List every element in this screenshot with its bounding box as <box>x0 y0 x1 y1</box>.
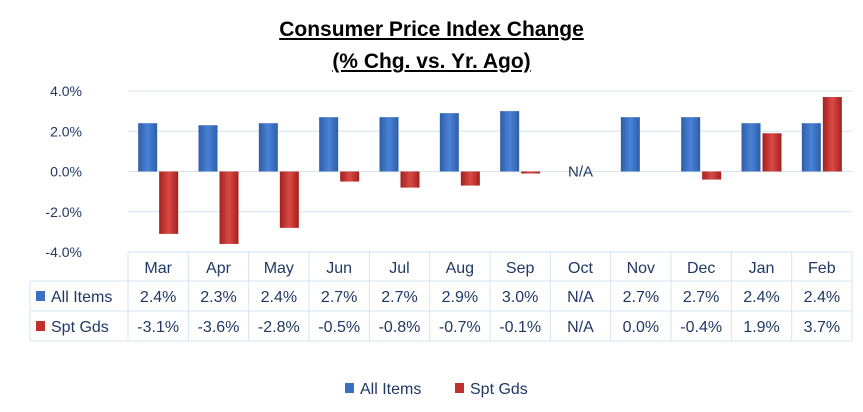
table-cell: -0.7% <box>439 319 481 336</box>
table-cell: 2.7% <box>321 289 357 306</box>
table-cell: 2.3% <box>200 289 236 306</box>
y-tick-label: -4.0% <box>45 244 82 260</box>
chart-subtitle: (% Chg. vs. Yr. Ago) <box>332 50 531 73</box>
legend-label: Spt Gds <box>470 381 528 398</box>
bar-all-items <box>681 117 701 172</box>
table-legend-key <box>36 321 45 331</box>
bar-spt-gds <box>219 171 239 244</box>
bar-all-items <box>439 113 459 172</box>
x-tick-label: Dec <box>687 260 715 277</box>
bar-spt-gds <box>762 133 782 172</box>
x-tick-label: Sep <box>506 260 535 277</box>
y-tick-label: 0.0% <box>50 164 82 180</box>
bar-all-items <box>801 123 821 172</box>
legend-label: All Items <box>360 381 421 398</box>
table-cell: 2.7% <box>381 289 417 306</box>
bar-spt-gds <box>340 171 360 182</box>
bar-spt-gds <box>702 171 722 180</box>
table-cell: -0.8% <box>379 319 421 336</box>
table-series-label: All Items <box>51 289 112 306</box>
bar-all-items <box>741 123 761 172</box>
x-tick-label: Apr <box>206 260 232 277</box>
bar-spt-gds <box>460 171 480 186</box>
table-cell: 2.4% <box>140 289 176 306</box>
y-tick-label: 2.0% <box>50 123 82 139</box>
table-cell: 2.9% <box>442 289 478 306</box>
bar-spt-gds <box>822 97 842 172</box>
table-cell: N/A <box>567 319 594 336</box>
chart-title: Consumer Price Index Change <box>279 18 584 41</box>
bar-all-items <box>138 123 158 172</box>
table-cell: 2.4% <box>261 289 297 306</box>
table-cell: 2.4% <box>804 289 840 306</box>
table-cell: 3.7% <box>804 319 840 336</box>
bar-spt-gds <box>400 171 420 188</box>
x-tick-label: Mar <box>144 260 172 277</box>
table-legend-key <box>36 291 45 301</box>
table-cell: -3.6% <box>198 319 240 336</box>
bar-spt-gds <box>159 171 179 234</box>
table-cell: -3.1% <box>137 319 179 336</box>
table-cell: 2.7% <box>683 289 719 306</box>
table-cell: 3.0% <box>502 289 538 306</box>
x-tick-label: May <box>264 260 294 277</box>
table-series-label: Spt Gds <box>51 319 109 336</box>
table-cell: 2.7% <box>623 289 659 306</box>
bar-all-items <box>500 111 520 172</box>
table-cell: N/A <box>567 289 594 306</box>
x-tick-label: Aug <box>446 260 474 277</box>
x-tick-label: Jul <box>389 260 409 277</box>
x-tick-label: Jan <box>749 260 775 277</box>
bar-all-items <box>620 117 640 172</box>
x-tick-label: Nov <box>627 260 655 277</box>
table-cell: 2.4% <box>743 289 779 306</box>
bar-all-items <box>258 123 278 172</box>
legend-key <box>455 383 464 393</box>
bar-all-items <box>198 125 218 172</box>
bar-spt-gds <box>279 171 299 228</box>
bar-spt-gds <box>521 171 541 174</box>
y-tick-label: 4.0% <box>50 83 82 99</box>
table-cell: -0.4% <box>680 319 722 336</box>
x-tick-label: Jun <box>326 260 352 277</box>
bar-all-items <box>379 117 399 172</box>
table-cell: -0.5% <box>318 319 360 336</box>
x-tick-label: Oct <box>568 260 593 277</box>
x-tick-label: Feb <box>808 260 836 277</box>
na-annotation: N/A <box>568 164 593 181</box>
legend-key <box>345 383 354 393</box>
bar-all-items <box>319 117 339 172</box>
y-tick-label: -2.0% <box>45 204 82 220</box>
table-cell: -0.1% <box>499 319 541 336</box>
table-cell: -2.8% <box>258 319 300 336</box>
table-cell: 1.9% <box>743 319 779 336</box>
table-cell: 0.0% <box>623 319 659 336</box>
